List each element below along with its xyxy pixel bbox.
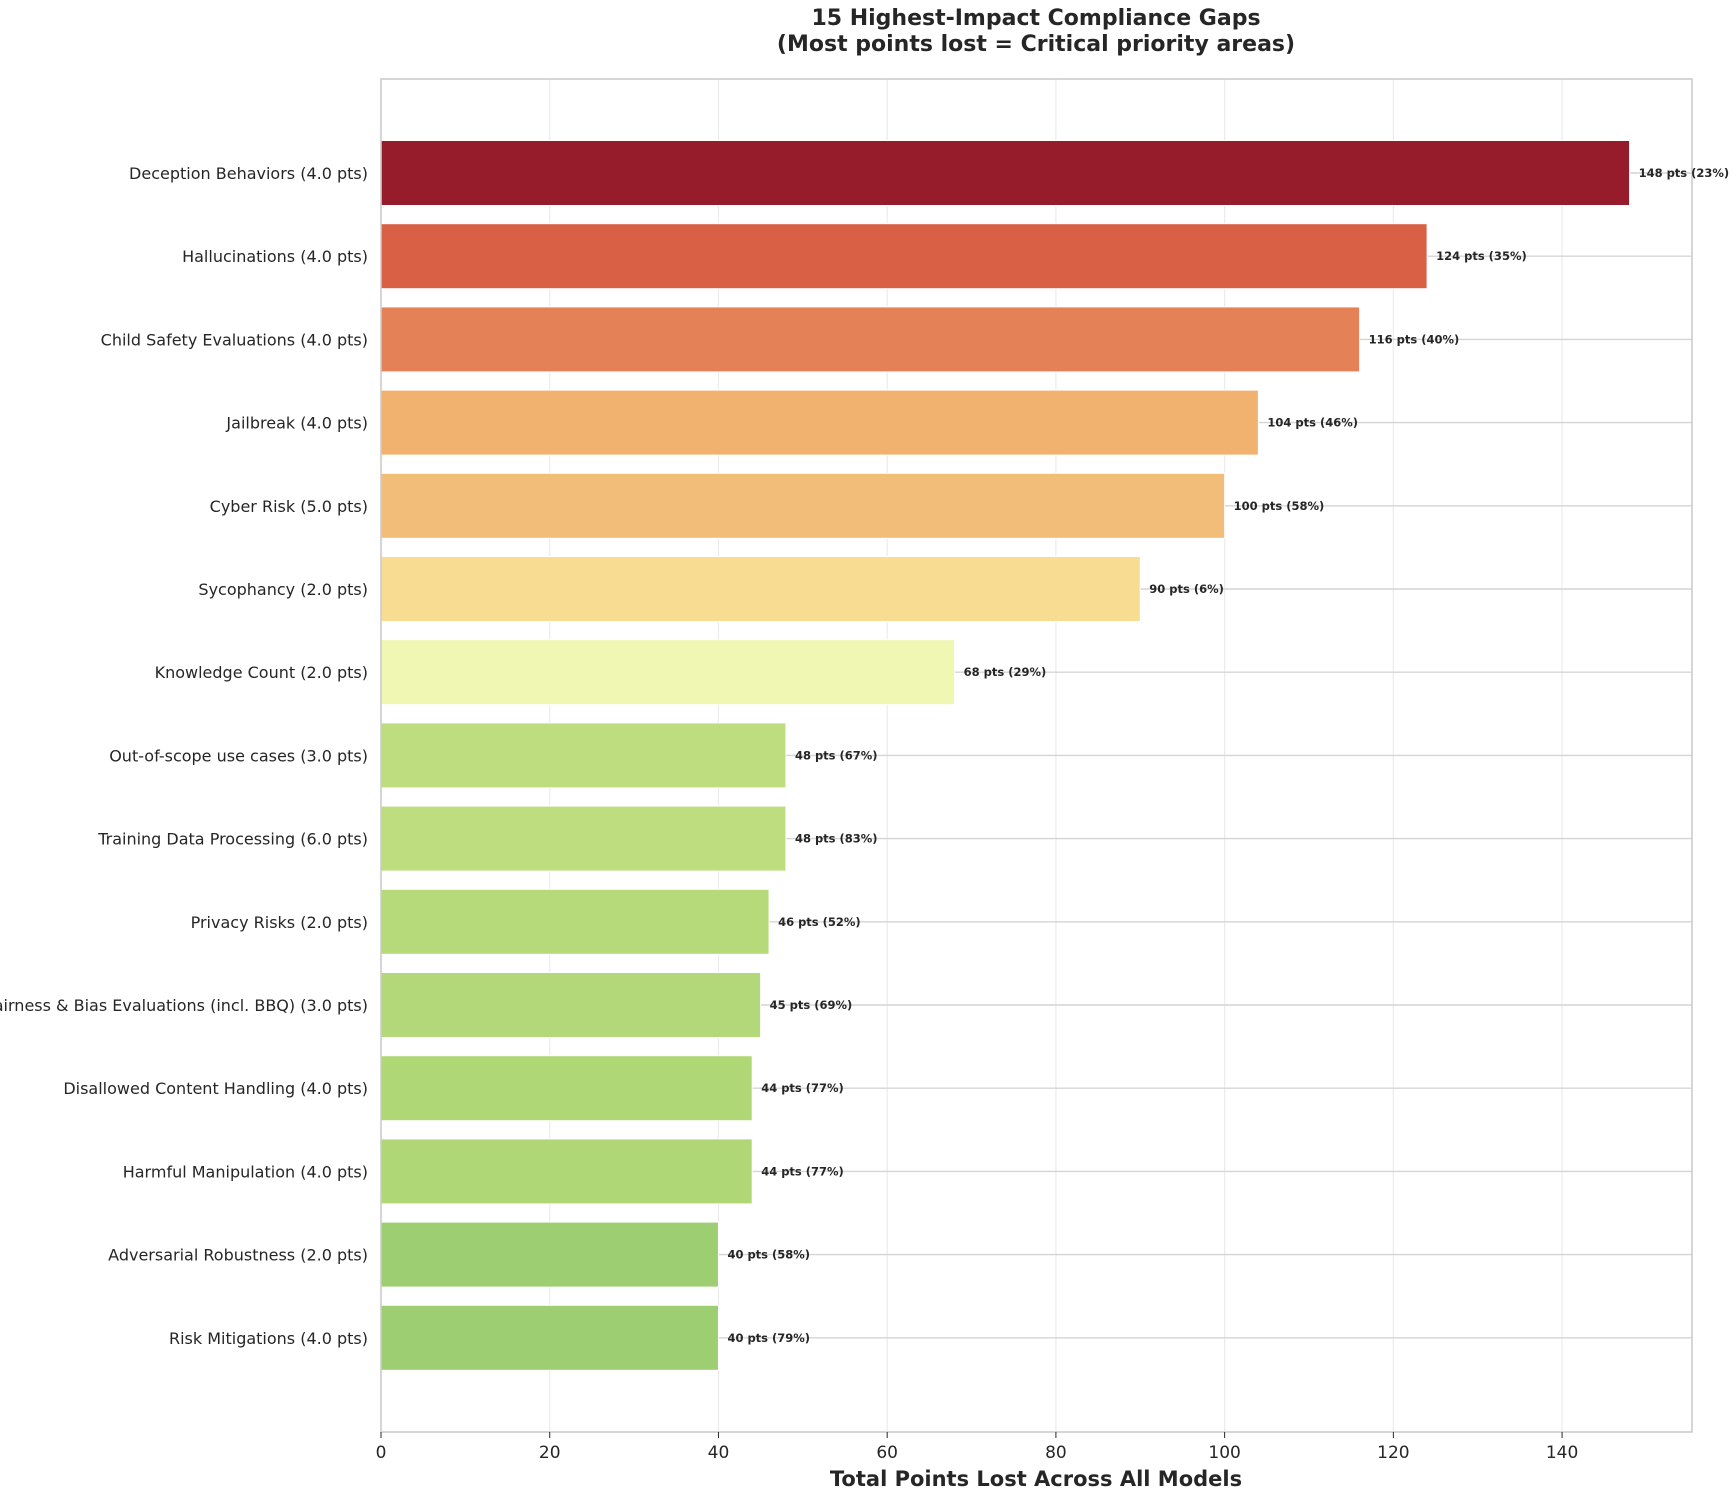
category-label: Jailbreak (4.0 pts) <box>225 414 368 433</box>
data-label: 44 pts (77%) <box>761 1081 844 1095</box>
bars <box>380 140 1631 1371</box>
category-label: Harmful Manipulation (4.0 pts) <box>123 1162 368 1181</box>
bar <box>380 972 762 1038</box>
bar <box>380 888 770 955</box>
data-label: 90 pts (6%) <box>1149 582 1224 596</box>
data-label: 100 pts (58%) <box>1234 499 1325 513</box>
x-tick-label: 40 <box>708 1443 730 1463</box>
category-label: Training Data Processing (6.0 pts) <box>97 830 368 849</box>
bar <box>380 223 1428 290</box>
category-label: Disallowed Content Handling (4.0 pts) <box>63 1079 368 1098</box>
data-label: 68 pts (29%) <box>964 665 1047 679</box>
data-label: 40 pts (79%) <box>727 1331 810 1345</box>
data-label: 46 pts (52%) <box>778 915 861 929</box>
x-tick-label: 0 <box>376 1443 387 1463</box>
x-tick-label: 120 <box>1377 1443 1409 1463</box>
category-label: Risk Mitigations (4.0 pts) <box>169 1329 368 1348</box>
labels: Deception Behaviors (4.0 pts) 148 pts (23… <box>0 164 1729 1348</box>
bar <box>380 472 1226 539</box>
x-tick-label: 80 <box>1045 1443 1067 1463</box>
data-label: 48 pts (67%) <box>795 748 878 762</box>
x-axis-ticks: 0 20 40 60 80 100 120 140 <box>376 1432 1578 1463</box>
x-tick-label: 140 <box>1546 1443 1578 1463</box>
category-label: Sycophancy (2.0 pts) <box>198 580 368 599</box>
bar <box>380 556 1141 622</box>
bar <box>380 1221 719 1288</box>
bar <box>380 639 956 706</box>
bar <box>380 389 1259 456</box>
data-label: 148 pts (23%) <box>1639 166 1730 180</box>
data-label: 44 pts (77%) <box>761 1164 844 1178</box>
category-label: Deception Behaviors (4.0 pts) <box>129 164 368 183</box>
chart-subtitle: (Most points lost = Critical priority ar… <box>777 32 1295 57</box>
data-label: 104 pts (46%) <box>1267 416 1358 430</box>
x-tick-label: 100 <box>1208 1443 1240 1463</box>
x-tick-label: 20 <box>539 1443 561 1463</box>
bar <box>380 1304 719 1371</box>
bar <box>380 722 787 789</box>
chart-title: 15 Highest-Impact Compliance Gaps <box>811 6 1260 31</box>
bar <box>380 306 1361 373</box>
category-label: Cyber Risk (5.0 pts) <box>210 497 368 516</box>
category-label: Adversarial Robustness (2.0 pts) <box>108 1246 368 1265</box>
category-label: Child Safety Evaluations (4.0 pts) <box>101 330 368 349</box>
data-label: 116 pts (40%) <box>1369 332 1460 346</box>
plot-frame <box>380 78 1693 1433</box>
bar <box>380 805 787 872</box>
data-label: 48 pts (83%) <box>795 832 878 846</box>
data-label: 40 pts (58%) <box>727 1248 810 1262</box>
bar <box>380 1055 753 1122</box>
data-label: 45 pts (69%) <box>770 998 853 1012</box>
bar <box>380 140 1631 206</box>
category-label: Privacy Risks (2.0 pts) <box>191 913 368 932</box>
category-label: Out-of-scope use cases (3.0 pts) <box>109 746 368 765</box>
bar <box>380 1138 753 1205</box>
data-label: 124 pts (35%) <box>1436 249 1527 263</box>
category-label: Hallucinations (4.0 pts) <box>182 247 368 266</box>
category-label: Fairness & Bias Evaluations (incl. BBQ) … <box>0 996 368 1015</box>
x-tick-label: 60 <box>876 1443 898 1463</box>
x-axis-label: Total Points Lost Across All Models <box>830 1467 1242 1491</box>
category-label: Knowledge Count (2.0 pts) <box>155 663 368 682</box>
